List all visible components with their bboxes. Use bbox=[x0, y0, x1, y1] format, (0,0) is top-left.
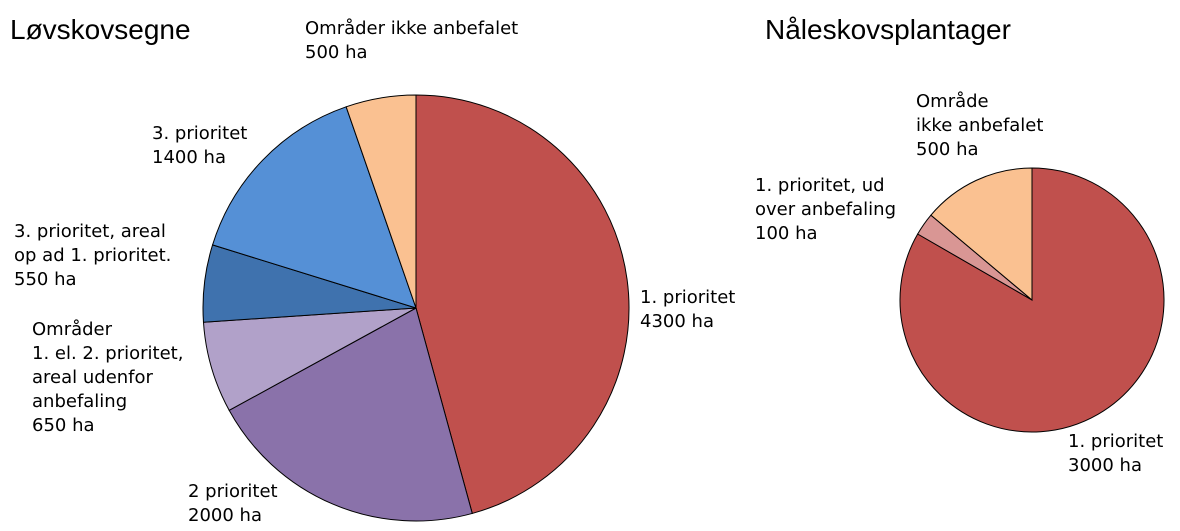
pie-slice bbox=[930, 167, 1033, 302]
slice-label: Områder 1. el. 2. prioritet, areal udenf… bbox=[32, 318, 183, 438]
slice-category: 3. prioritet, areal op ad 1. prioritet. bbox=[14, 221, 172, 266]
pie-slice bbox=[228, 307, 473, 522]
slice-label: 3. prioritet 1400 ha bbox=[152, 122, 247, 170]
slice-value: 550 ha bbox=[14, 269, 77, 290]
slice-label: 2 prioritet 2000 ha bbox=[188, 480, 278, 528]
slice-value: 2000 ha bbox=[188, 505, 262, 526]
slice-category: Områder 1. el. 2. prioritet, areal udenf… bbox=[32, 319, 184, 412]
slice-value: 650 ha bbox=[32, 415, 95, 436]
slice-value: 1400 ha bbox=[152, 147, 226, 168]
slice-label: 3. prioritet, areal op ad 1. prioritet. 5… bbox=[14, 220, 171, 292]
slice-category: 1. prioritet bbox=[640, 287, 736, 308]
pie-slice bbox=[345, 94, 417, 309]
slice-category: 1. prioritet, ud over anbefaling bbox=[755, 175, 897, 220]
slice-label: Område ikke anbefalet 500 ha bbox=[916, 90, 1043, 162]
slice-value: 100 ha bbox=[755, 223, 818, 244]
slice-label: 1. prioritet, ud over anbefaling 100 ha bbox=[755, 174, 896, 246]
slice-label: 1. prioritet 4300 ha bbox=[640, 286, 735, 334]
slice-category: 2 prioritet bbox=[188, 481, 278, 502]
chart-title: Nåleskovsplantager bbox=[765, 14, 1011, 45]
pie-slice bbox=[415, 94, 630, 515]
slice-category: Områder ikke anbefalet bbox=[305, 18, 519, 39]
slice-value: 4300 ha bbox=[640, 311, 714, 332]
pie-slice bbox=[211, 106, 417, 309]
slice-category: 1. prioritet bbox=[1068, 431, 1164, 452]
chart-title: Løvskovsegne bbox=[10, 14, 191, 45]
slice-category: 3. prioritet bbox=[152, 123, 248, 144]
slice-value: 3000 ha bbox=[1068, 455, 1142, 476]
slice-category: Område ikke anbefalet bbox=[916, 91, 1044, 136]
slice-label: 1. prioritet 3000 ha bbox=[1068, 430, 1163, 478]
slice-value: 500 ha bbox=[916, 139, 979, 160]
slice-label: Områder ikke anbefalet 500 ha bbox=[305, 17, 518, 65]
slice-value: 500 ha bbox=[305, 42, 368, 63]
